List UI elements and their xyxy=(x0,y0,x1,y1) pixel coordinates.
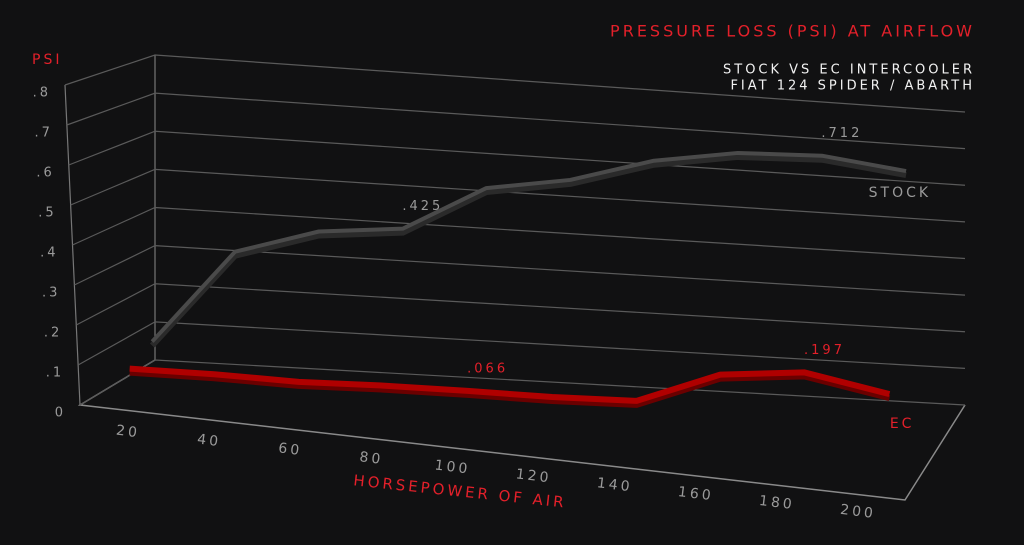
data-label: .066 xyxy=(467,361,508,376)
grid-line xyxy=(75,283,966,333)
grid-line xyxy=(66,92,966,150)
grid-line xyxy=(79,359,966,406)
y-tick-label: .8 xyxy=(33,86,51,101)
y-tick-label: 0 xyxy=(55,406,66,421)
y-tick-label: .3 xyxy=(42,286,60,301)
series-shadow xyxy=(149,153,907,348)
x-tick-label: 60 xyxy=(277,440,303,459)
x-tick-label: 120 xyxy=(515,466,552,486)
y-tick-label: .5 xyxy=(38,206,56,221)
data-label: .197 xyxy=(804,343,845,358)
grid-line xyxy=(70,168,966,223)
chart-title: PRESSURE LOSS (PSI) AT AIRFLOW xyxy=(610,22,975,41)
x-tick-label: 80 xyxy=(359,449,385,468)
y-tick-label: .7 xyxy=(34,126,52,141)
x-tick-label: 200 xyxy=(839,502,876,522)
x-tick-label: 160 xyxy=(677,484,714,504)
grid-line xyxy=(77,321,966,369)
x-tick-label: 20 xyxy=(115,423,141,442)
chart-subtitle: FIAT 124 SPIDER / ABARTH xyxy=(730,79,975,94)
x-tick-label: 40 xyxy=(196,431,222,450)
y-tick-label: .6 xyxy=(36,166,54,181)
grid-line xyxy=(74,245,966,296)
series-label: STOCK xyxy=(869,185,931,201)
y-tick-label: .4 xyxy=(40,246,58,261)
x-tick-label: 100 xyxy=(434,457,471,477)
series-label: EC xyxy=(890,416,915,432)
y-tick-label: .1 xyxy=(46,366,64,381)
data-label: .712 xyxy=(821,126,862,141)
series-line xyxy=(150,150,907,343)
data-label: .425 xyxy=(402,199,443,214)
series-line xyxy=(129,365,891,404)
chart-subtitle: STOCK VS EC INTERCOOLER xyxy=(723,63,975,78)
y-tick-label: .2 xyxy=(44,326,62,341)
grid-line xyxy=(64,54,966,113)
x-tick-label: 140 xyxy=(596,475,633,495)
x-tick-label: 180 xyxy=(758,493,795,513)
grid-line xyxy=(68,130,966,186)
grid-line xyxy=(72,206,966,260)
y-axis-label: PSI xyxy=(32,52,62,68)
series-shadow xyxy=(129,369,891,408)
